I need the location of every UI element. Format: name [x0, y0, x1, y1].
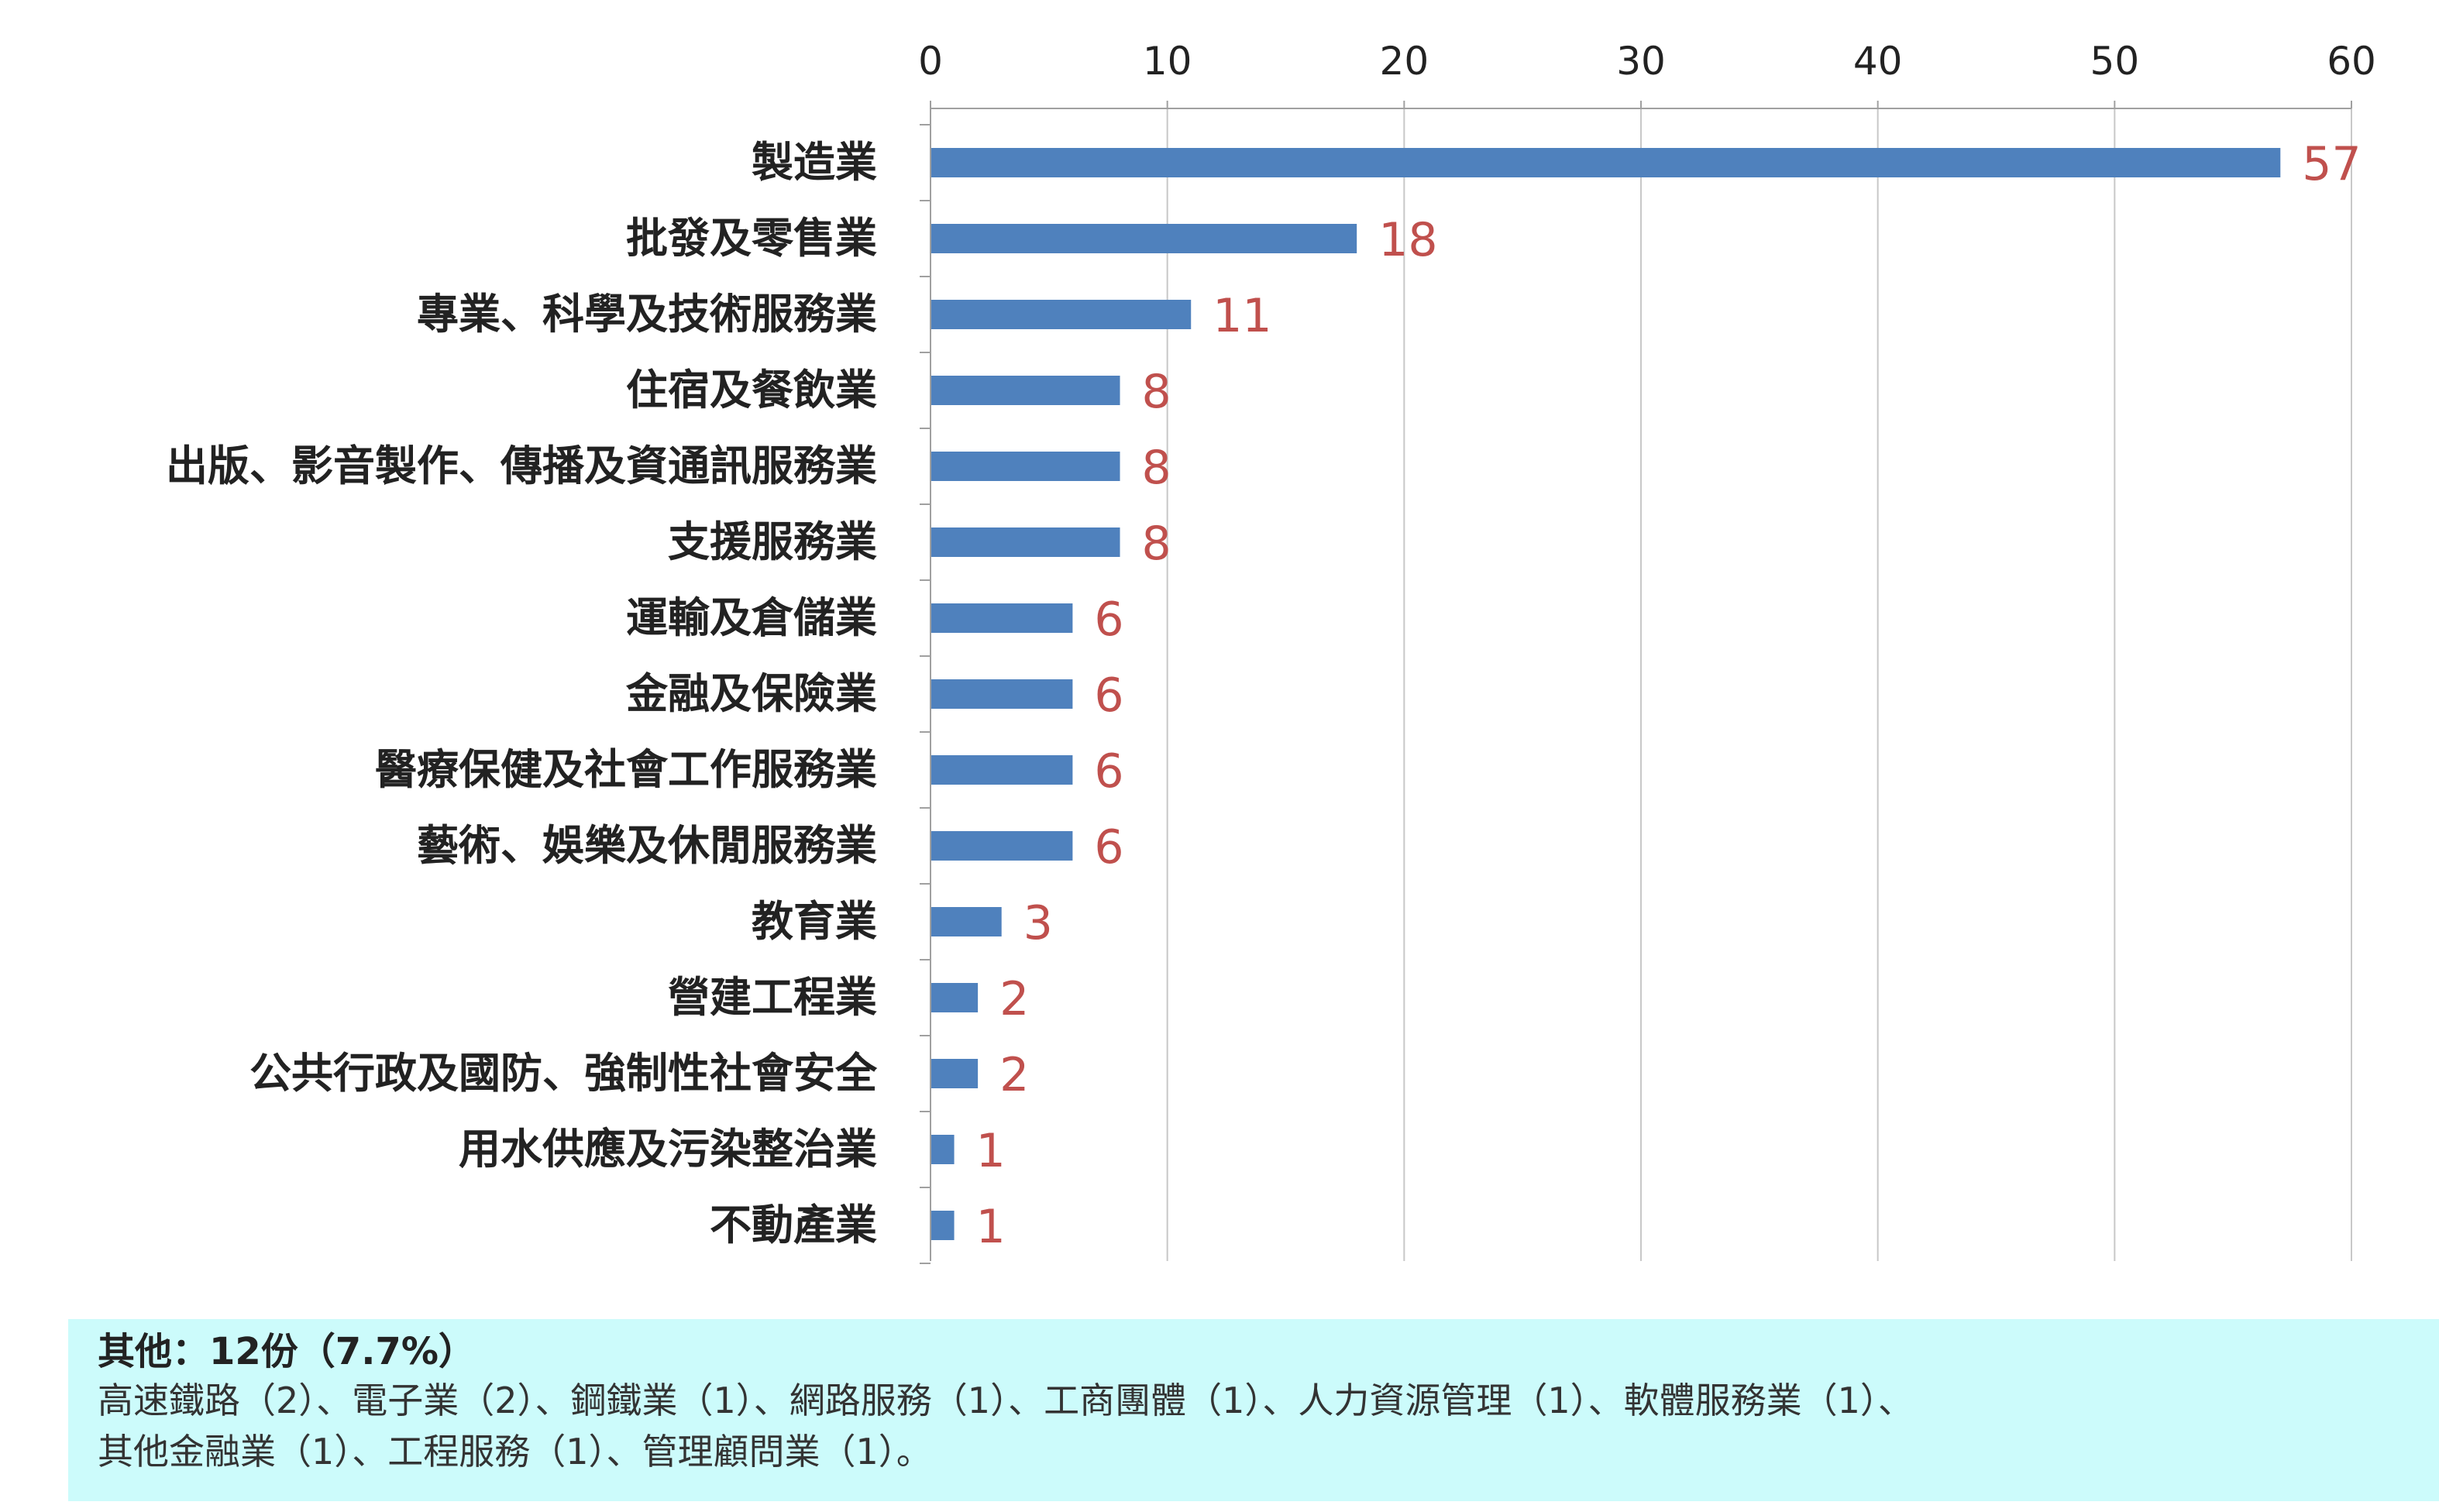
bar: [931, 300, 1192, 329]
category-label: 藝術、娛樂及休閒服務業: [417, 821, 877, 870]
category-label: 專業、科學及技術服務業: [417, 290, 877, 338]
x-tick-label: 0: [918, 39, 943, 84]
bar: [931, 527, 1120, 557]
bar: [931, 452, 1120, 481]
bar: [931, 907, 1002, 936]
data-label: 3: [1023, 896, 1053, 950]
category-label: 公共行政及國防、強制性社會安全: [249, 1049, 878, 1098]
category-label: 出版、影音製作、傳播及資通訊服務業: [166, 442, 877, 490]
data-label: 6: [1094, 820, 1123, 875]
data-label: 18: [1378, 213, 1437, 267]
category-label: 製造業: [752, 138, 877, 187]
category-label: 住宿及餐飲業: [626, 366, 877, 414]
category-label: 教育業: [752, 897, 877, 946]
category-label: 醫療保健及社會工作服務業: [375, 745, 877, 794]
category-label: 運輸及倉儲業: [626, 593, 877, 642]
bar: [931, 1211, 955, 1240]
x-tick-label: 20: [1380, 39, 1429, 84]
data-label: 8: [1142, 365, 1171, 419]
bar: [931, 603, 1073, 633]
x-tick-label: 30: [1616, 39, 1666, 84]
data-label: 2: [999, 972, 1029, 1026]
category-label: 批發及零售業: [626, 214, 877, 263]
x-tick-label: 40: [1853, 39, 1903, 84]
x-tick-label: 60: [2327, 39, 2376, 84]
bar-chart: 0 10 20 30 40 50 60 製造業 57 批發及零售業 18 專業、科學及技術服務業 11 住…: [166, 39, 2376, 1264]
category-label: 不動產業: [710, 1201, 877, 1249]
bar: [931, 376, 1120, 405]
data-label: 1: [976, 1200, 1006, 1254]
bar: [931, 755, 1073, 785]
note-line-1: 高速鐵路（2）、電子業（2）、鋼鐵業（1）、網路服務（1）、工商團體（1）、人力…: [98, 1380, 1914, 1421]
category-label: 營建工程業: [668, 973, 877, 1022]
note-line-2: 其他金融業（1）、工程服務（1）、管理顧問業（1）。: [98, 1431, 932, 1472]
bar: [931, 1135, 955, 1164]
category-label: 用水供應及污染整治業: [459, 1125, 877, 1174]
x-tick-label: 10: [1143, 39, 1192, 84]
data-label: 8: [1142, 517, 1171, 571]
data-label: 11: [1213, 289, 1271, 343]
note-title: 其他：12份（7.7%）: [98, 1330, 476, 1373]
x-tick-label: 50: [2090, 39, 2140, 84]
other-industries-note: 其他：12份（7.7%） 高速鐵路（2）、電子業（2）、鋼鐵業（1）、網路服務（…: [68, 1319, 2439, 1501]
data-label: 6: [1094, 593, 1123, 647]
data-label: 2: [999, 1048, 1029, 1102]
category-label: 金融及保險業: [625, 669, 877, 718]
data-label: 6: [1094, 744, 1123, 799]
bar: [931, 1059, 979, 1088]
bar: [931, 679, 1073, 709]
data-label: 6: [1094, 668, 1123, 723]
category-label: 支援服務業: [668, 517, 877, 566]
data-label: 57: [2302, 137, 2361, 191]
bar: [931, 148, 2281, 177]
bar: [931, 224, 1357, 253]
data-label: 8: [1142, 441, 1171, 495]
bar: [931, 983, 979, 1012]
data-label: 1: [976, 1124, 1006, 1178]
bar: [931, 831, 1073, 861]
